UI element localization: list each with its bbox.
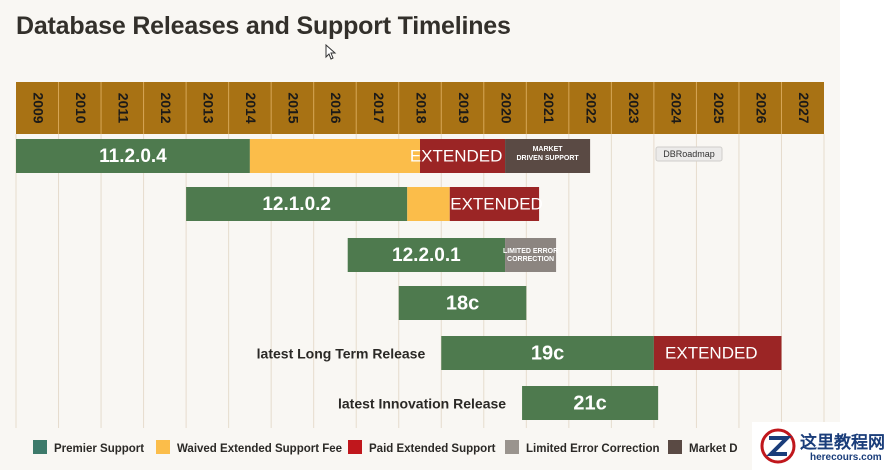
dbroadmap-tag: [655, 146, 723, 162]
support-segment-premier: [186, 187, 408, 221]
dbroadmap-text: DBRoadmap: [663, 149, 715, 159]
year-tick-label: 2009: [31, 92, 47, 123]
mouse-cursor-icon: [325, 44, 337, 60]
year-band: [16, 82, 824, 134]
legend-label: Paid Extended Support: [369, 443, 496, 455]
year-tick-label: 2010: [73, 92, 89, 123]
support-segment-premier: [16, 139, 250, 173]
legend-swatch-paid: [348, 440, 362, 454]
year-tick-label: 2019: [456, 92, 472, 123]
release-label: 11.2.0.4: [99, 146, 167, 167]
year-tick-label: 2027: [796, 92, 812, 123]
release-label: 12.1.0.2: [262, 194, 331, 215]
row-label: latest Long Term Release: [257, 346, 426, 362]
extended-label: EXTENDED: [665, 343, 758, 362]
release-label: 21c: [573, 392, 606, 414]
legend-swatch-waived: [156, 440, 170, 454]
release-label: 12.2.0.1: [392, 245, 461, 266]
year-tick-label: 2015: [286, 92, 302, 123]
legend-label: Market D: [689, 443, 738, 455]
legend-label: Waived Extended Support Fee: [177, 443, 342, 455]
watermark-text-cn: 这里教程网: [800, 433, 885, 453]
support-segment-paid: [449, 187, 540, 221]
year-tick-label: 2025: [711, 92, 727, 123]
support-segment-paid: [420, 139, 506, 173]
extended-label: EXTENDED: [410, 146, 503, 165]
limited-error-label: CORRECTION: [507, 256, 554, 263]
legend-swatch-limited: [505, 440, 519, 454]
support-segment-paid: [653, 336, 782, 370]
release-label: 19c: [531, 342, 564, 364]
year-tick-label: 2016: [328, 92, 344, 123]
legend-label: Limited Error Correction: [526, 443, 660, 455]
year-tick-label: 2018: [413, 92, 429, 123]
extended-label: EXTENDED: [450, 194, 543, 213]
year-tick-label: 2021: [541, 92, 557, 123]
year-tick-label: 2026: [754, 92, 770, 123]
year-tick-label: 2012: [158, 92, 174, 123]
market-driven-label: DRIVEN SUPPORT: [516, 155, 579, 162]
year-tick-label: 2022: [583, 92, 599, 123]
limited-error-label: LIMITED ERROR: [503, 248, 558, 255]
support-segment-waived: [407, 187, 450, 221]
year-tick-label: 2023: [626, 92, 642, 123]
right-margin: [840, 0, 890, 470]
legend-label: Premier Support: [54, 443, 144, 455]
year-tick-label: 2013: [201, 92, 217, 123]
support-segment-waived: [249, 139, 420, 173]
page-title: Database Releases and Support Timelines: [16, 12, 511, 40]
support-segment-market: [505, 139, 591, 173]
support-segment-premier: [441, 336, 654, 370]
support-segment-premier: [398, 286, 527, 320]
legend-swatch-market: [668, 440, 682, 454]
support-segment-premier: [522, 386, 659, 420]
year-tick-label: 2014: [243, 92, 259, 123]
year-tick-label: 2017: [371, 92, 387, 123]
year-tick-label: 2020: [498, 92, 514, 123]
year-tick-label: 2024: [668, 92, 684, 123]
watermark-logo-icon: [760, 428, 796, 464]
watermark-text-en: herecours.com: [810, 452, 882, 463]
legend-swatch-premier: [33, 440, 47, 454]
release-label: 18c: [446, 292, 479, 314]
support-segment-limited: [505, 238, 557, 272]
row-label: latest Innovation Release: [338, 396, 506, 412]
year-tick-label: 2011: [116, 93, 132, 124]
support-segment-premier: [347, 238, 506, 272]
market-driven-label: MARKET: [533, 146, 564, 153]
